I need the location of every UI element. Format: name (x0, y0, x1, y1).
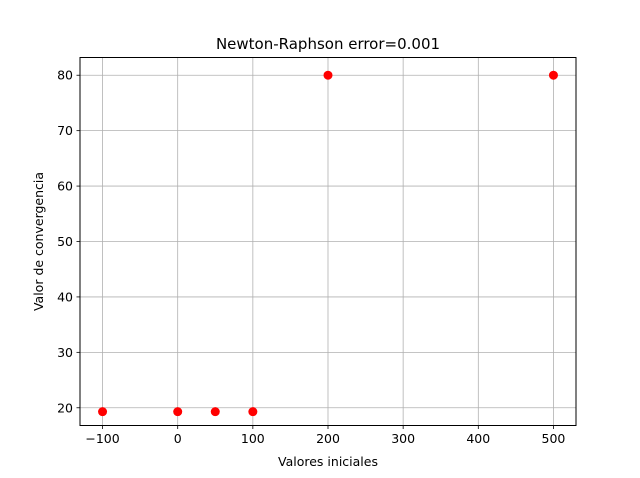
y-tick-label: 20 (57, 400, 73, 415)
data-points (98, 70, 558, 417)
chart-title: Newton-Raphson error=0.001 (216, 35, 440, 53)
x-tick-label: −100 (85, 431, 119, 446)
y-tick-label: 80 (57, 68, 73, 83)
data-point (323, 70, 333, 80)
grid-lines (80, 57, 576, 426)
y-tick-label: 60 (57, 179, 73, 194)
data-point (248, 407, 258, 417)
x-tick-label: 100 (241, 431, 265, 446)
y-axis-label: Valor de convergencia (31, 172, 46, 311)
x-tick-label: 500 (542, 431, 566, 446)
data-point (98, 407, 108, 417)
axis-ticks: −100 0 100 200 300 400 500 20 30 40 50 60 70 80 (57, 68, 565, 446)
y-tick-label: 50 (57, 234, 73, 249)
x-tick-label: 0 (174, 431, 182, 446)
x-tick-label: 200 (316, 431, 340, 446)
data-point (548, 70, 558, 80)
y-tick-label: 70 (57, 123, 73, 138)
x-tick-label: 300 (391, 431, 415, 446)
y-tick-label: 40 (57, 289, 73, 304)
data-point (173, 407, 183, 417)
x-axis-label: Valores iniciales (278, 454, 378, 469)
data-point (210, 407, 220, 417)
y-tick-label: 30 (57, 345, 73, 360)
x-tick-label: 400 (466, 431, 490, 446)
